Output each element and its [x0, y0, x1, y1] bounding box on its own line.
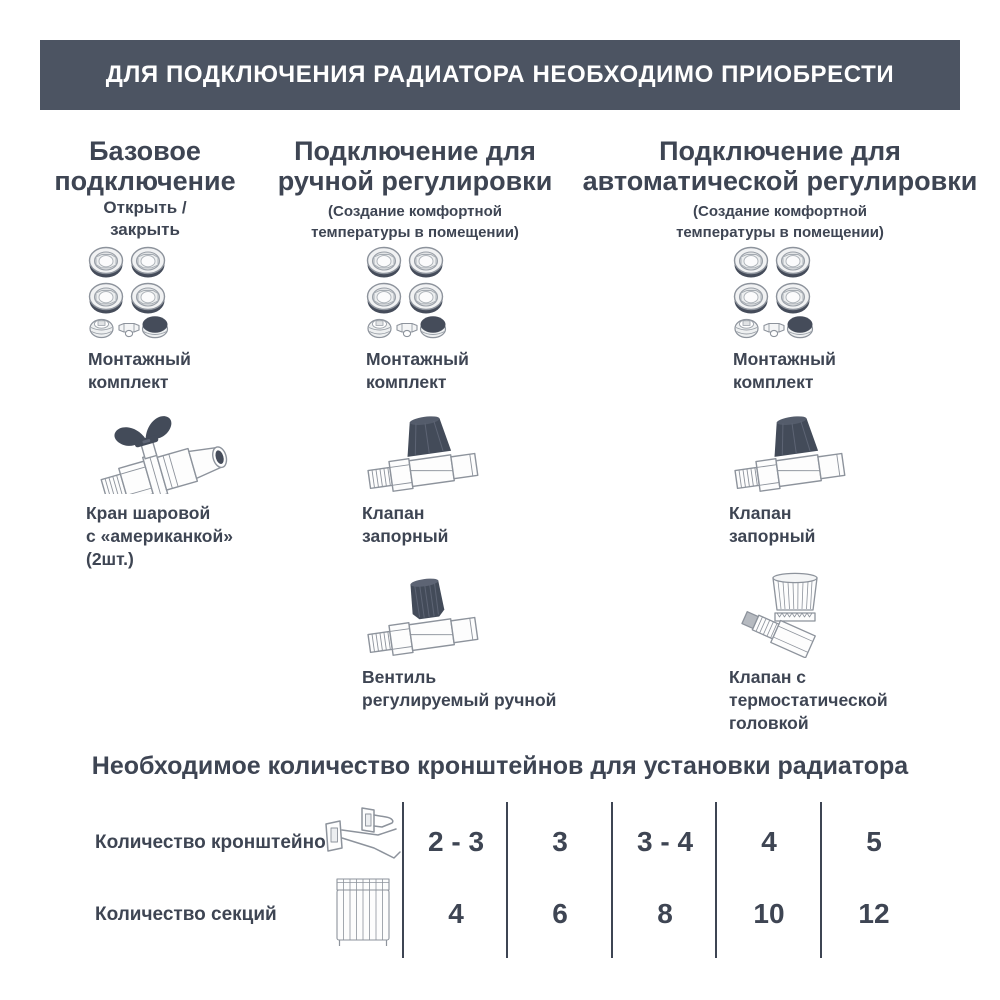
manual-valve-icon	[362, 570, 480, 658]
table-divider	[402, 802, 404, 958]
thermostatic-valve-icon	[739, 572, 818, 658]
brackets-value: 3 - 4	[636, 826, 694, 857]
column-basic-title: Базовое подключение	[54, 136, 236, 197]
item-thermostatic-valve: Клапан с термостатической головкой	[729, 570, 888, 735]
banner: ДЛЯ ПОДКЛЮЧЕНИЯ РАДИАТОРА НЕОБХОДИМО ПРИ…	[40, 40, 960, 110]
table-divider	[506, 802, 508, 958]
brackets-value: 4	[761, 826, 777, 857]
mounting-kit-label: Монтажный комплект	[88, 349, 191, 393]
ball-valve-icon	[88, 402, 233, 494]
item-shutoff-valve-manual: Клапан запорный	[362, 406, 480, 548]
brackets-section-title: Необходимое количество кронштейнов для у…	[91, 752, 909, 780]
sections-row-label: Количество секций	[95, 904, 277, 925]
column-automatic-title: Подключение для автоматической регулиров…	[582, 136, 978, 197]
mounting-kit-basic: Монтажный комплект	[88, 246, 191, 394]
shutoff-valve-icon	[362, 406, 480, 494]
thermostatic-valve-label: Клапан с термостатической головкой	[729, 667, 888, 734]
mounting-kit-manual: Монтажный комплект	[366, 246, 469, 394]
banner-title: ДЛЯ ПОДКЛЮЧЕНИЯ РАДИАТОРА НЕОБХОДИМО ПРИ…	[105, 61, 895, 88]
mounting-kit-label: Монтажный комплект	[733, 349, 836, 393]
bracket-icon	[318, 804, 404, 866]
ball-valve-label: Кран шаровой с «американкой» (2шт.)	[86, 503, 233, 570]
shutoff-valve-label: Клапан запорный	[729, 503, 816, 547]
mounting-kit-icon	[88, 246, 170, 340]
mounting-kit-icon	[366, 246, 448, 340]
item-ball-valve: Кран шаровой с «американкой» (2шт.)	[86, 402, 236, 571]
table-divider	[820, 802, 822, 958]
mounting-kit-automatic: Монтажный комплект	[733, 246, 836, 394]
radiator-icon	[332, 874, 394, 950]
table-divider	[715, 802, 717, 958]
brackets-value: 2 - 3	[427, 826, 485, 857]
shutoff-valve-label: Клапан запорный	[362, 503, 449, 547]
brackets-value: 3	[552, 826, 568, 857]
column-basic-subtitle: Открыть / закрыть	[103, 198, 187, 240]
item-shutoff-valve-automatic: Клапан запорный	[729, 406, 847, 548]
mounting-kit-label: Монтажный комплект	[366, 349, 469, 393]
column-manual-title: Подключение для ручной регулировки	[277, 136, 553, 197]
item-manual-valve: Вентиль регулируемый ручной	[362, 570, 556, 712]
sections-value: 12	[858, 898, 890, 929]
sections-value: 8	[657, 898, 673, 929]
manual-valve-label: Вентиль регулируемый ручной	[362, 667, 557, 711]
sections-value: 10	[753, 898, 785, 929]
sections-value: 6	[552, 898, 568, 929]
shutoff-valve-icon	[729, 406, 847, 494]
brackets-value: 5	[866, 826, 882, 857]
column-manual-subtitle: (Создание комфортной температуры в помещ…	[311, 203, 519, 241]
column-automatic-subtitle: (Создание комфортной температуры в помещ…	[676, 203, 884, 241]
mounting-kit-icon	[733, 246, 815, 340]
sections-value: 4	[448, 898, 464, 929]
table-divider	[611, 802, 613, 958]
brackets-row-label: Количество кронштейнов	[95, 832, 338, 853]
